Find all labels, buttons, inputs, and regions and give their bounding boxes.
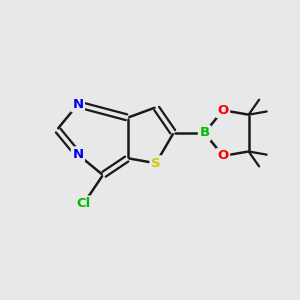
Text: Cl: Cl: [76, 197, 91, 210]
Text: O: O: [218, 104, 229, 117]
Text: B: B: [200, 126, 209, 140]
Text: N: N: [72, 98, 83, 111]
Text: O: O: [218, 149, 229, 162]
Text: S: S: [151, 157, 161, 170]
Text: N: N: [72, 148, 83, 161]
